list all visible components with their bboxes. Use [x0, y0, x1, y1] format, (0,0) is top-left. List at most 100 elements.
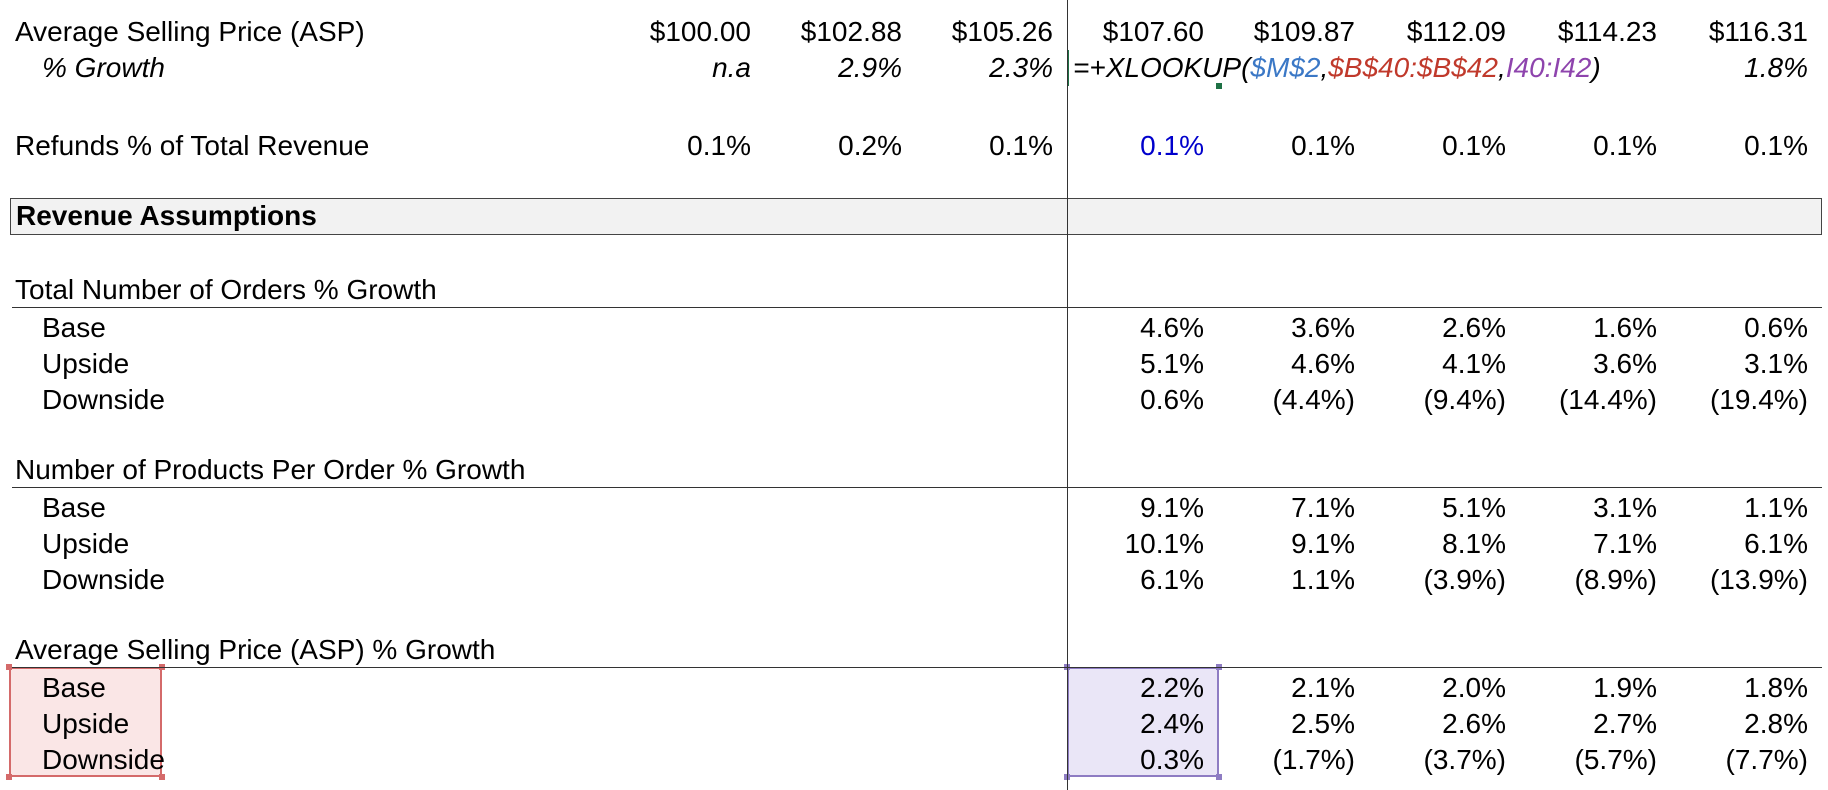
refunds-label[interactable]: Refunds % of Total Revenue	[15, 130, 370, 161]
scenario-label[interactable]: Upside	[42, 708, 130, 739]
range-corner-handle[interactable]	[6, 664, 12, 670]
fill-handle[interactable]	[1216, 83, 1222, 89]
value-cell[interactable]: 3.6%	[1291, 312, 1355, 343]
scenario-label[interactable]: Downside	[42, 384, 165, 415]
value-cell[interactable]: 3.1%	[1744, 348, 1808, 379]
group-title-orders[interactable]: Total Number of Orders % Growth	[15, 274, 437, 305]
refunds-cell[interactable]: 0.2%	[838, 130, 902, 161]
scenario-label[interactable]: Base	[42, 312, 106, 343]
formula-ref-lookup-array: $B$40:$B$42	[1328, 52, 1498, 83]
value-cell[interactable]: (7.7%)	[1725, 744, 1808, 775]
value-cell[interactable]: 8.1%	[1442, 528, 1506, 559]
refunds-cell[interactable]: 0.1%	[1744, 130, 1808, 161]
value-cell[interactable]: 4.1%	[1442, 348, 1506, 379]
scenario-row-upside: Upside 5.1% 4.6% 4.1% 3.6% 3.1%	[0, 346, 1828, 382]
refunds-cell[interactable]: 0.1%	[989, 130, 1053, 161]
asp-cell[interactable]: $112.09	[1406, 16, 1506, 47]
value-cell[interactable]: 2.4%	[1140, 708, 1204, 739]
refunds-cell[interactable]: 0.1%	[1442, 130, 1506, 161]
refunds-input-cell[interactable]: 0.1%	[1140, 130, 1204, 161]
asp-label[interactable]: Average Selling Price (ASP)	[15, 16, 365, 47]
cell-formula-editor[interactable]: =+XLOOKUP($M$2,$B$40:$B$42,I40:I42)	[1069, 50, 1601, 86]
scenario-label[interactable]: Base	[42, 492, 106, 523]
value-cell[interactable]: 1.1%	[1744, 492, 1808, 523]
value-cell[interactable]: 5.1%	[1442, 492, 1506, 523]
scenario-row-upside: Upside 10.1% 9.1% 8.1% 7.1% 6.1%	[0, 526, 1828, 562]
asp-cell[interactable]: $102.88	[800, 16, 902, 47]
value-cell[interactable]: (8.9%)	[1574, 564, 1657, 595]
value-cell[interactable]: 2.6%	[1442, 312, 1506, 343]
value-cell[interactable]: 7.1%	[1593, 528, 1657, 559]
scenario-row-downside: Downside 0.6% (4.4%) (9.4%) (14.4%) (19.…	[0, 382, 1828, 418]
asp-cell[interactable]: $100.00	[649, 16, 751, 47]
value-cell[interactable]: (4.4%)	[1272, 384, 1355, 415]
group-title-asp-growth[interactable]: Average Selling Price (ASP) % Growth	[15, 634, 496, 665]
growth-cell[interactable]: 2.3%	[989, 52, 1053, 83]
asp-cell[interactable]: $116.31	[1708, 16, 1808, 47]
asp-cell[interactable]: $114.23	[1557, 16, 1657, 47]
value-cell[interactable]: 0.6%	[1140, 384, 1204, 415]
value-cell[interactable]: 1.6%	[1593, 312, 1657, 343]
refunds-cell[interactable]: 0.1%	[1593, 130, 1657, 161]
refunds-cell[interactable]: 0.1%	[1291, 130, 1355, 161]
scenario-label[interactable]: Downside	[42, 564, 165, 595]
value-cell[interactable]: 4.6%	[1140, 312, 1204, 343]
value-cell[interactable]: 1.9%	[1593, 672, 1657, 703]
value-cell[interactable]: (5.7%)	[1574, 744, 1657, 775]
value-cell[interactable]: 2.6%	[1442, 708, 1506, 739]
group-title-products-per-order[interactable]: Number of Products Per Order % Growth	[15, 454, 526, 485]
scenario-label[interactable]: Upside	[42, 348, 130, 379]
value-cell[interactable]: (19.4%)	[1709, 384, 1808, 415]
value-cell[interactable]: 6.1%	[1140, 564, 1204, 595]
lookup-array-highlight	[9, 667, 162, 777]
scenario-row-upside: Upside 2.4% 2.5% 2.6% 2.7% 2.8%	[0, 706, 1828, 742]
range-corner-handle[interactable]	[159, 774, 165, 780]
value-cell[interactable]: 2.7%	[1593, 708, 1657, 739]
growth-cell[interactable]: n.a	[712, 52, 751, 83]
value-cell[interactable]: (9.4%)	[1423, 384, 1506, 415]
value-cell[interactable]: 7.1%	[1291, 492, 1355, 523]
value-cell[interactable]: (3.7%)	[1423, 744, 1506, 775]
value-cell[interactable]: 4.6%	[1291, 348, 1355, 379]
refunds-cell[interactable]: 0.1%	[687, 130, 751, 161]
scenario-row-base: Base 4.6% 3.6% 2.6% 1.6% 0.6%	[0, 310, 1828, 346]
value-cell[interactable]: 6.1%	[1744, 528, 1808, 559]
value-cell[interactable]: 2.0%	[1442, 672, 1506, 703]
value-cell[interactable]: 2.1%	[1291, 672, 1355, 703]
formula-separator: ,	[1497, 52, 1506, 83]
value-cell[interactable]: 2.5%	[1291, 708, 1355, 739]
growth-label[interactable]: % Growth	[42, 52, 165, 83]
growth-cell[interactable]: 2.9%	[838, 52, 902, 83]
scenario-label[interactable]: Base	[42, 672, 106, 703]
value-cell[interactable]: 3.1%	[1593, 492, 1657, 523]
value-cell[interactable]: (3.9%)	[1423, 564, 1506, 595]
value-cell[interactable]: 9.1%	[1140, 492, 1204, 523]
scenario-label[interactable]: Upside	[42, 528, 130, 559]
asp-cell[interactable]: $109.87	[1253, 16, 1355, 47]
range-corner-handle[interactable]	[6, 774, 12, 780]
value-cell[interactable]: 9.1%	[1291, 528, 1355, 559]
value-cell[interactable]: (1.7%)	[1272, 744, 1355, 775]
value-cell[interactable]: 1.8%	[1744, 672, 1808, 703]
value-cell[interactable]: 3.6%	[1593, 348, 1657, 379]
group-title-row: Average Selling Price (ASP) % Growth	[0, 632, 1828, 668]
group-title-row: Total Number of Orders % Growth	[0, 272, 1828, 308]
range-corner-handle[interactable]	[1216, 774, 1222, 780]
value-cell[interactable]: 2.8%	[1744, 708, 1808, 739]
asp-cell[interactable]: $107.60	[1102, 16, 1204, 47]
value-cell[interactable]: 2.2%	[1140, 672, 1204, 703]
group-title-row: Number of Products Per Order % Growth	[0, 452, 1828, 488]
growth-cell[interactable]: 1.8%	[1744, 52, 1808, 83]
asp-row: Average Selling Price (ASP) $100.00 $102…	[0, 14, 1828, 50]
value-cell[interactable]: (14.4%)	[1558, 384, 1657, 415]
value-cell[interactable]: 5.1%	[1140, 348, 1204, 379]
value-cell[interactable]: 0.3%	[1140, 744, 1204, 775]
section-header-revenue-assumptions[interactable]: Revenue Assumptions	[10, 198, 1822, 235]
scenario-label[interactable]: Downside	[42, 744, 165, 775]
value-cell[interactable]: 0.6%	[1744, 312, 1808, 343]
value-cell[interactable]: 1.1%	[1291, 564, 1355, 595]
value-cell[interactable]: (13.9%)	[1709, 564, 1808, 595]
asp-cell[interactable]: $105.26	[951, 16, 1053, 47]
value-cell[interactable]: 10.1%	[1124, 528, 1204, 559]
